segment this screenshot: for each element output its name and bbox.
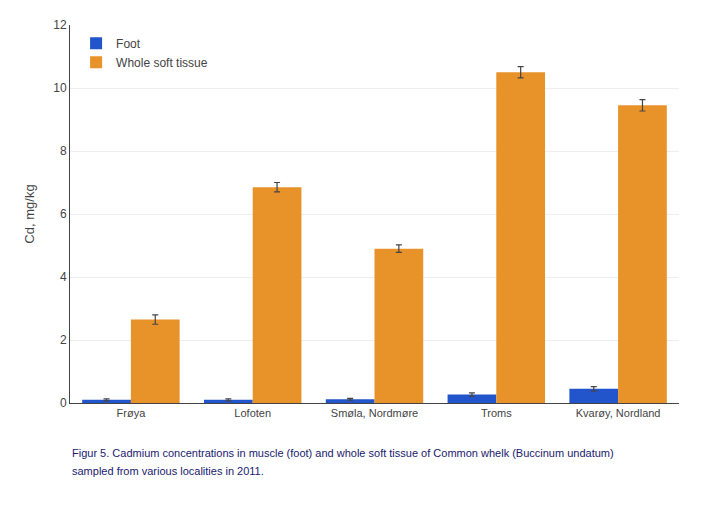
svg-text:Figur 5. Cadmium concentration: Figur 5. Cadmium concentrations in muscl… [72,447,614,459]
svg-text:4: 4 [60,270,67,284]
svg-text:Cd, mg/kg: Cd, mg/kg [22,184,37,243]
svg-text:Kvarøy, Nordland: Kvarøy, Nordland [576,407,661,419]
svg-text:10: 10 [53,81,67,95]
svg-text:sampled from various localitie: sampled from various localities in 2011. [72,465,264,477]
svg-text:Lofoten: Lofoten [234,407,271,419]
svg-text:Frøya: Frøya [117,407,147,419]
svg-text:Smøla, Nordmøre: Smøla, Nordmøre [331,407,418,419]
svg-text:12: 12 [53,18,67,32]
svg-text:0: 0 [60,396,67,410]
svg-text:2: 2 [60,333,67,347]
svg-text:6: 6 [60,207,67,221]
svg-text:8: 8 [60,144,67,158]
svg-text:Foot: Foot [116,37,141,51]
svg-text:Troms: Troms [481,407,512,419]
svg-text:Whole soft tissue: Whole soft tissue [116,56,208,70]
